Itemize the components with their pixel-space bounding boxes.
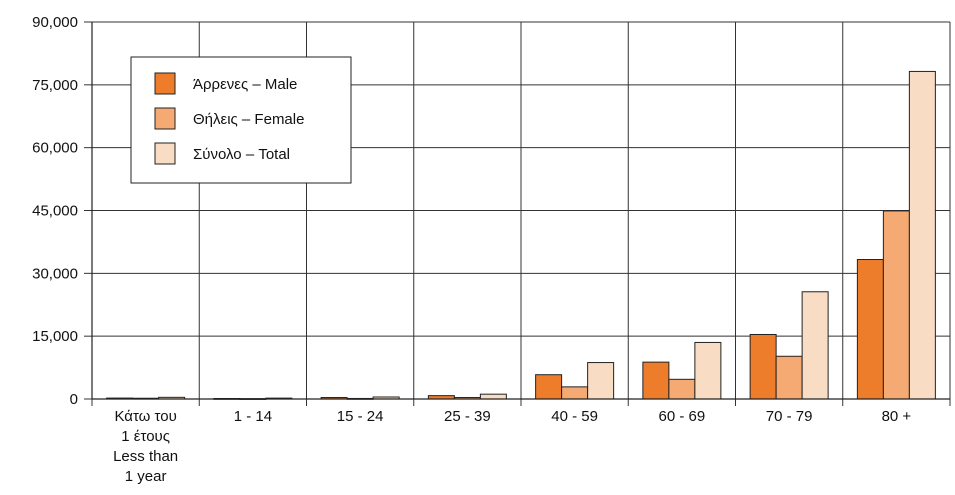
bar-male	[535, 374, 563, 400]
y-tick-label: 30,000	[32, 265, 78, 282]
bar-total	[479, 393, 507, 400]
legend-label: Άρρενες – Male	[193, 76, 297, 93]
legend-swatch	[154, 72, 176, 95]
x-tick-label: 25 - 39	[444, 408, 491, 425]
x-tick-label: Κάτω του	[114, 408, 176, 425]
x-tick-labels: Κάτω του 1 έτους Less than 1 year 1 - 14 15 -…	[113, 408, 911, 485]
legend-label: Σύνολο – Total	[193, 146, 290, 163]
y-tick-labels: 0 15,000 30,000 45,000 60,000 75,000 90,000	[32, 14, 78, 408]
bar-female	[775, 355, 803, 400]
y-tick-label: 0	[70, 391, 78, 408]
legend-swatch	[154, 142, 176, 165]
bar-female	[668, 378, 696, 400]
bar-male	[856, 259, 884, 400]
x-tick-label: 15 - 24	[337, 408, 384, 425]
legend-label: Θήλεις – Female	[193, 111, 304, 128]
x-tick-label: 40 - 59	[551, 408, 598, 425]
bar-male	[642, 361, 670, 400]
y-tick-label: 60,000	[32, 140, 78, 157]
legend-swatch	[154, 107, 176, 130]
axes	[84, 21, 951, 406]
x-tick-label: Less than	[113, 448, 178, 465]
x-tick-label: 1 έτους	[121, 428, 170, 445]
bar-female	[882, 210, 910, 400]
x-tick-label: 60 - 69	[659, 408, 706, 425]
bar-total	[908, 70, 936, 400]
x-tick-label: 1 - 14	[234, 408, 272, 425]
x-tick-label: 1 year	[125, 468, 167, 485]
y-tick-label: 15,000	[32, 328, 78, 345]
y-tick-label: 75,000	[32, 77, 78, 94]
bar-total	[801, 291, 829, 400]
bar-female	[561, 386, 589, 400]
legend: Άρρενες – Male Θήλεις – Female Σύνολο – To…	[130, 56, 352, 184]
y-tick-label: 90,000	[32, 14, 78, 31]
y-tick-label: 45,000	[32, 203, 78, 220]
bar-total	[587, 362, 615, 400]
bar-total	[694, 341, 722, 400]
x-tick-label: 70 - 79	[766, 408, 813, 425]
x-tick-label: 80 +	[882, 408, 912, 425]
bar-male	[749, 333, 777, 400]
